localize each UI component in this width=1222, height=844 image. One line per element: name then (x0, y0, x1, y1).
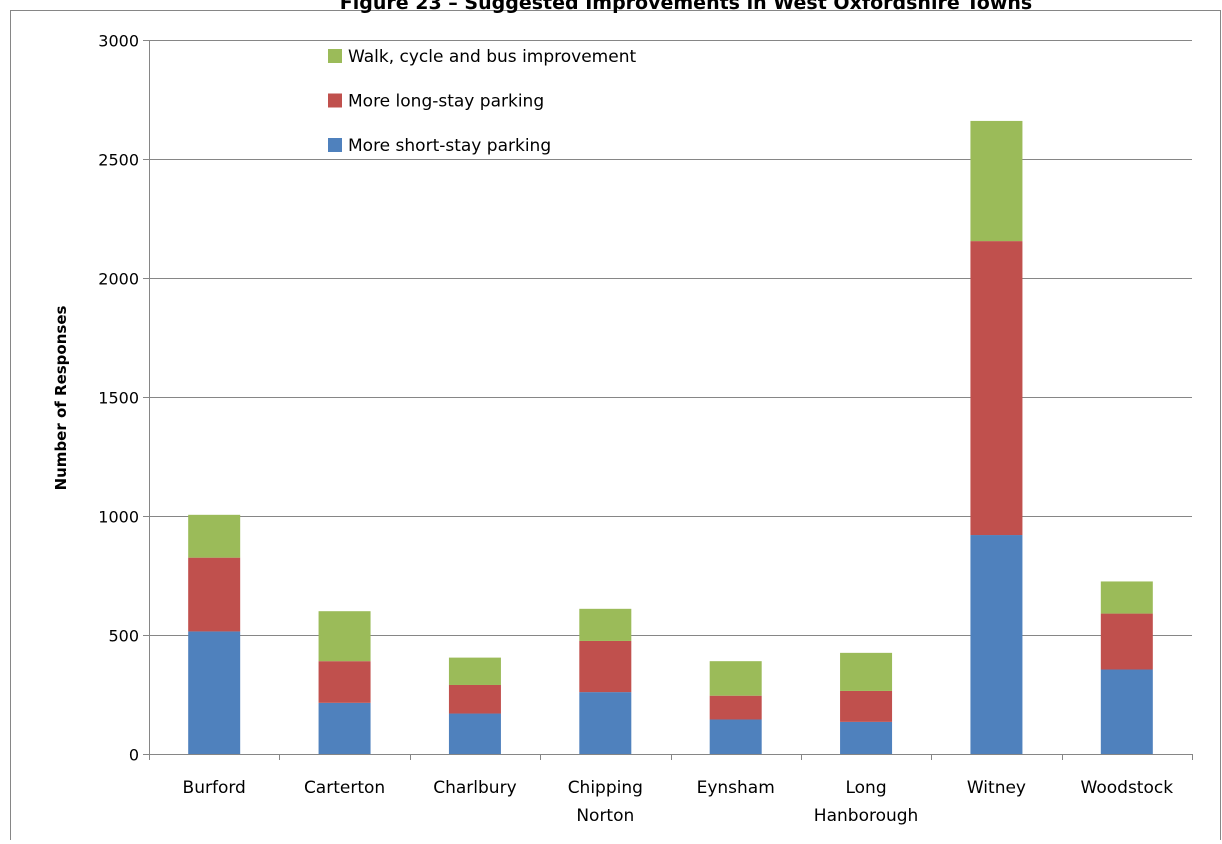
bar-segment (448, 713, 501, 754)
legend: Walk, cycle and bus improvement More long… (328, 47, 636, 156)
x-tick-label: Eynsham (697, 778, 775, 798)
x-tick-label: Long (845, 778, 886, 798)
bar-segment (188, 557, 241, 632)
x-tick-label: Norton (576, 806, 634, 826)
bar-segment (188, 514, 241, 558)
legend-swatch (328, 93, 342, 108)
y-tick-label: 1500 (98, 389, 139, 408)
bar-segment (579, 692, 632, 754)
y-tick-label: 2500 (98, 151, 139, 170)
bar-segment (188, 631, 241, 754)
bar-segment (840, 652, 893, 691)
chart-border (10, 10, 1221, 844)
bar-segment (448, 684, 501, 714)
x-tick-label: Witney (967, 778, 1026, 798)
legend-label: Walk, cycle and bus improvement (348, 47, 636, 67)
bar-segment (840, 721, 893, 754)
y-axis-title: Number of Responses (52, 306, 70, 491)
y-tick-label: 3000 (98, 32, 139, 51)
bar-segment (1100, 613, 1153, 670)
legend-swatch (328, 138, 342, 152)
bar-segment (1100, 581, 1153, 614)
x-tick-label: Carterton (304, 778, 385, 798)
bar-segment (709, 695, 762, 720)
bar-segment (579, 640, 632, 693)
x-tick-label: Woodstock (1081, 778, 1174, 798)
bar-segment (970, 120, 1023, 242)
legend-label: More short-stay parking (348, 136, 551, 156)
bar-segment (1100, 669, 1153, 754)
y-tick-label: 1000 (98, 508, 139, 527)
legend-label: More long-stay parking (348, 92, 544, 112)
y-tick-label: 500 (108, 627, 139, 646)
x-tick-label: Burford (183, 778, 246, 798)
x-tick-label: Charlbury (433, 778, 516, 798)
x-tick-label: Hanborough (814, 806, 919, 826)
y-tick-label: 0 (129, 746, 139, 765)
legend-swatch (328, 49, 342, 63)
bar-segment (970, 241, 1023, 536)
bars (188, 120, 1153, 754)
bar-segment (318, 611, 371, 662)
y-tick-label: 2000 (98, 270, 139, 289)
bar-segment (970, 535, 1023, 754)
x-tick-label: Chipping (568, 778, 643, 798)
bar-segment (318, 702, 371, 754)
bar-segment (840, 690, 893, 722)
gridlines (149, 40, 1192, 636)
x-axis: Burford Carterton Charlbury Chipping Norton E… (149, 754, 1193, 826)
bar-segment (448, 657, 501, 685)
bar-segment (709, 719, 762, 754)
chart-title: Figure 23 – Suggested Improvements in We… (339, 0, 1033, 14)
bar-segment (709, 661, 762, 696)
bar-segment (318, 661, 371, 703)
bar-segment (579, 608, 632, 641)
y-axis: 0 500 1000 1500 2000 2500 3000 (98, 32, 150, 765)
